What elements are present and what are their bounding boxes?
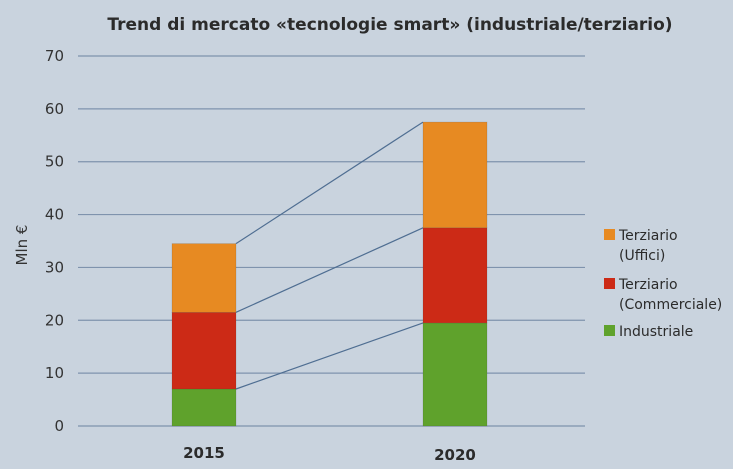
y-tick-label: 60 xyxy=(45,100,64,118)
legend-label: Terziario xyxy=(618,228,678,244)
legend-swatch-2 xyxy=(604,325,615,336)
legend-label: Terziario xyxy=(618,277,678,293)
connector-line-2 xyxy=(235,121,424,245)
bar-segment-2015-terziario-uffici- xyxy=(171,243,237,313)
y-tick-label: 30 xyxy=(45,258,64,276)
legend-label: Industriale xyxy=(619,324,693,340)
connector-line-1 xyxy=(235,227,424,313)
bar-segment-2020-industriale xyxy=(422,322,488,427)
y-tick-label: 40 xyxy=(45,206,64,224)
x-category-label: 2015 xyxy=(183,444,225,462)
legend-label: (Uffici) xyxy=(619,248,665,264)
y-tick-label: 70 xyxy=(45,47,64,65)
legend-swatch-0 xyxy=(604,229,615,240)
bar-segment-2015-terziario-commerciale- xyxy=(171,312,237,390)
y-tick-label: 50 xyxy=(45,153,64,171)
bar-segment-2015-industriale xyxy=(171,388,237,427)
y-tick-label: 20 xyxy=(45,311,64,329)
bar-segment-2020-terziario-uffici- xyxy=(422,121,488,229)
x-category-label: 2020 xyxy=(434,446,476,464)
y-axis-label: Mln € xyxy=(13,225,31,266)
legend-swatch-1 xyxy=(604,278,615,289)
chart-title: Trend di mercato «tecnologie smart» (ind… xyxy=(107,15,672,35)
legend-label: (Commerciale) xyxy=(619,297,722,313)
y-tick-label: 10 xyxy=(45,364,64,382)
bar-segment-2020-terziario-commerciale- xyxy=(422,227,488,324)
y-tick-label: 0 xyxy=(54,417,64,435)
connector-line-0 xyxy=(235,322,424,390)
